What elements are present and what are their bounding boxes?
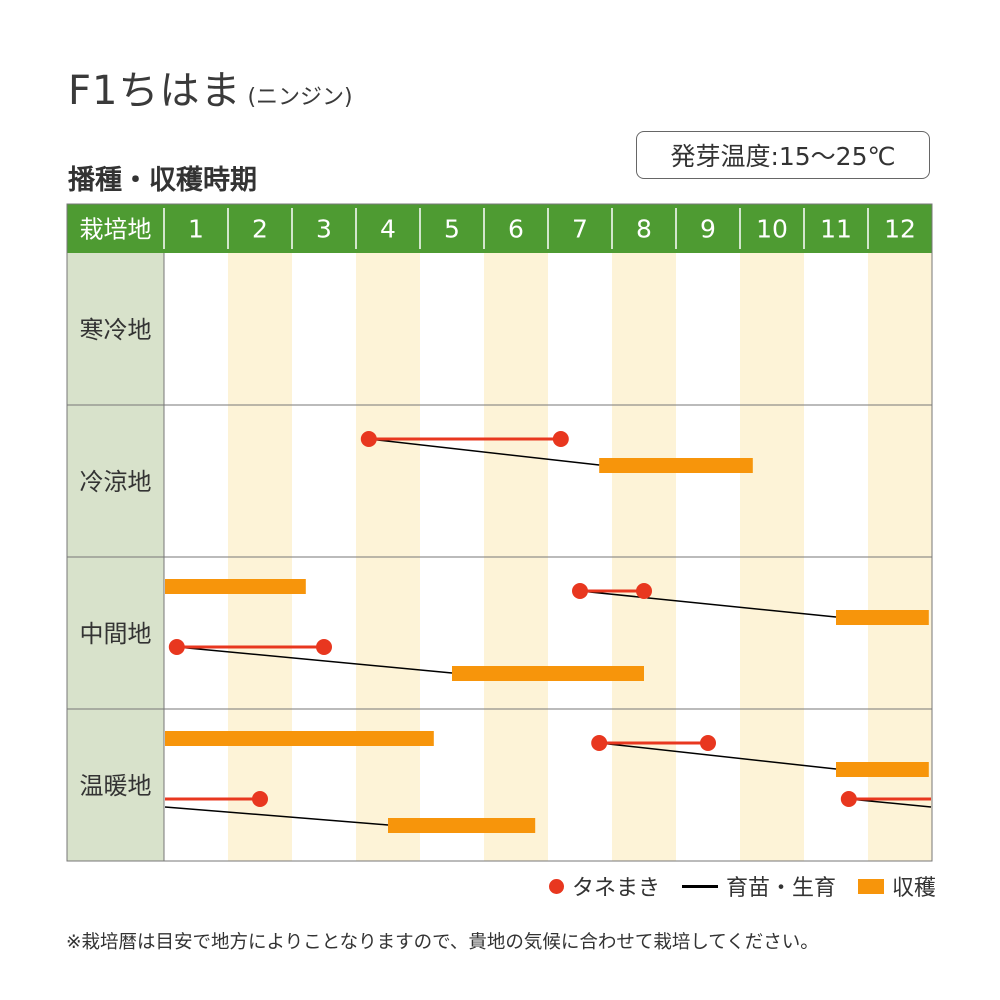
grow-line	[176, 646, 453, 674]
legend-harvest: 収穫	[857, 870, 936, 902]
section-title: 播種・収穫時期	[68, 165, 257, 196]
month-tick-label: 12	[884, 215, 916, 244]
schedule-item	[164, 791, 932, 833]
harvest-bar	[388, 818, 536, 833]
sow-start-point	[168, 639, 185, 655]
harvest-bar	[836, 762, 929, 777]
month-tick-label: 6	[508, 215, 524, 244]
legend-grow: 育苗・生育	[681, 870, 836, 902]
chart-border	[66, 203, 933, 862]
schedule-item	[165, 579, 929, 625]
month-tick-label: 11	[820, 215, 852, 244]
corner-label: 栽培地	[80, 216, 152, 244]
region-label: 冷涼地	[80, 468, 152, 496]
month-tick-label: 2	[252, 215, 268, 244]
sow-end-point	[252, 791, 268, 807]
schedule-item	[168, 639, 644, 681]
grow-line	[368, 438, 600, 466]
header-band	[67, 204, 932, 253]
region-label: 温暖地	[80, 772, 152, 800]
legend-sow-label: タネまき	[571, 876, 660, 901]
sow-dot-icon	[548, 878, 564, 894]
schedule-item	[165, 731, 929, 777]
grow-line	[599, 742, 837, 770]
grow-line-continued	[164, 806, 389, 826]
germination-temp-label: 発芽温度:15～25℃	[670, 142, 896, 171]
germination-temp-box: 発芽温度:15～25℃	[636, 131, 930, 179]
legend: タネまき 育苗・生育 収穫	[506, 868, 936, 904]
grow-line	[579, 590, 837, 618]
sow-end-point	[552, 431, 569, 447]
month-tick-label: 10	[756, 215, 788, 244]
product-name: F1ちはま	[68, 68, 242, 114]
region-label: 寒冷地	[80, 316, 152, 344]
schedule-item	[360, 431, 753, 473]
page-title: F1ちはま (ニンジン)	[68, 58, 353, 116]
month-tick-label: 8	[636, 215, 652, 244]
month-tick-label: 4	[380, 215, 396, 244]
month-tick-label: 1	[188, 215, 204, 244]
month-tick-label: 9	[700, 215, 716, 244]
month-tick-label: 7	[572, 215, 588, 244]
harvest-bar	[599, 458, 753, 473]
harvest-bar-continued	[165, 579, 306, 594]
sow-start-point	[572, 583, 588, 599]
sow-end-point	[700, 735, 716, 751]
harvest-bar	[452, 666, 644, 681]
product-type: (ニンジン)	[247, 85, 353, 110]
sow-start-point	[360, 431, 377, 447]
region-label: 中間地	[80, 620, 152, 648]
legend-grow-label: 育苗・生育	[725, 876, 836, 901]
harvest-bar-icon	[857, 878, 884, 894]
legend-sow: タネまき	[548, 870, 660, 902]
sow-end-point	[316, 639, 332, 655]
legend-harvest-label: 収穫	[891, 876, 936, 901]
sow-end-point	[636, 583, 652, 599]
sow-start-point	[840, 791, 857, 807]
month-tick-label: 3	[316, 215, 332, 244]
grow-line-icon	[681, 884, 718, 888]
footnote: ※栽培暦は目安で地方によりことなりますので、貴地の気候に合わせて栽培してください…	[66, 932, 819, 953]
sow-start-point	[591, 735, 608, 751]
harvest-bar-continued	[165, 731, 434, 746]
harvest-bar	[836, 610, 929, 625]
month-tick-label: 5	[444, 215, 460, 244]
